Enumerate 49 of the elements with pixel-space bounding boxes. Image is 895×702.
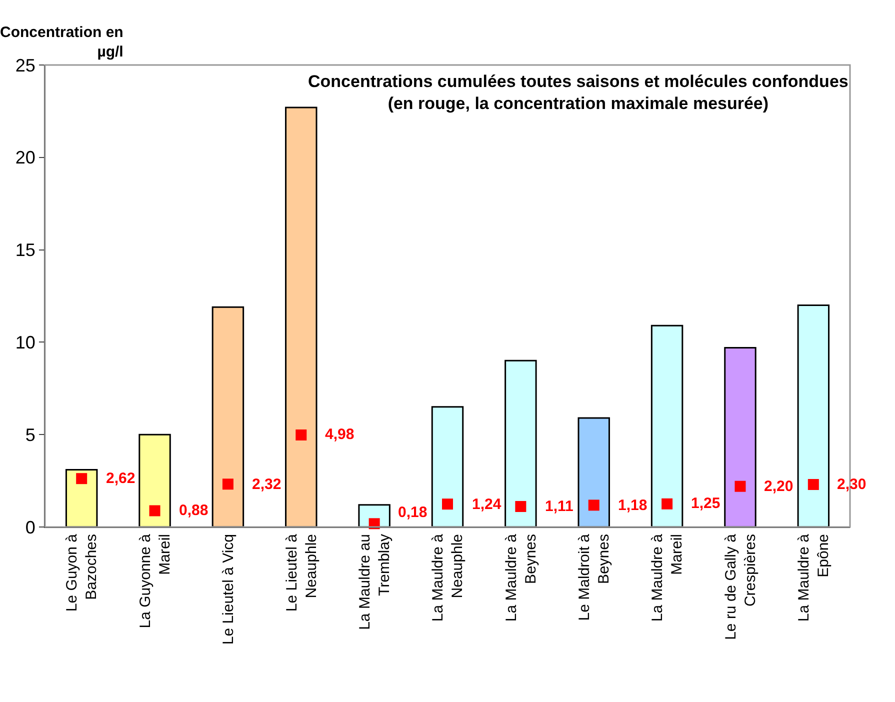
point [808,479,819,490]
y-tick-label: 15 [15,240,36,260]
point [442,498,453,510]
data-label: 2,62 [106,470,136,487]
text: Concentrations cumulées toutes saisons et molécules confondues (en rouge, la concentration maximale mesurée) [308,72,848,114]
point [296,429,307,440]
y-tick-label: 20 [15,148,36,168]
data-label: 1,25 [691,495,720,512]
bar [138,434,171,527]
bar [650,324,684,527]
point [734,480,746,492]
data-label: 2,32 [252,476,282,493]
x-tick-label: La Mauldre à Epône [796,533,832,622]
data-label: 2,20 [764,478,794,495]
bar [285,106,318,527]
data-label: 0,88 [179,502,208,519]
data-label: 1,11 [545,498,574,515]
x-tick-label: Le ru de Gally à Crespières [722,533,759,640]
x-tick-label: Le Lieutel à Vicq [220,534,237,645]
y-tick-label: 0 [25,517,36,538]
x-tick-label: La Mauldre à Neauphle [430,533,466,622]
point [149,505,160,516]
x-tick-label: La Mauldre à Beynes [502,533,540,622]
x-tick-label: La Guyonne à Mareil [136,533,174,628]
point [662,498,673,510]
x-tick-label: La Mauldre au Tremblay [356,534,393,630]
y-tick-label: 5 [25,424,36,445]
bar [431,406,464,527]
x-tick-label: Le Maldroit à Beynes [576,533,612,621]
x-tick-label: Le Guyon à Bazoches [64,533,100,612]
point [76,473,88,484]
data-label: 1,24 [472,496,502,513]
data-label: 2,30 [837,476,866,493]
x-tick-label: La Mauldre à Mareil [649,533,686,622]
y-tick-label: 10 [15,332,36,352]
y-tick-label: 25 [15,55,36,76]
point [588,500,600,511]
bar [797,304,830,527]
data-label: 1,18 [618,497,648,514]
data-label: 0,18 [398,504,428,521]
bar [504,360,537,527]
point [515,500,526,512]
bar [724,346,756,527]
x-tick-label: Le Lieutel à Neauphle [283,533,320,612]
bar [212,306,244,527]
bar [578,417,610,527]
point [222,478,234,490]
data-label: 4,98 [325,426,354,443]
bar [65,468,98,527]
